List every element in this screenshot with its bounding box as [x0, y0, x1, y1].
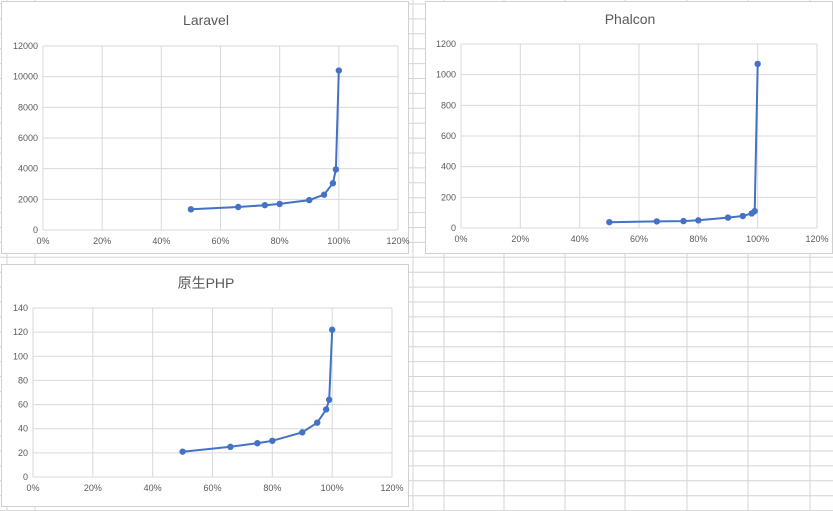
x-tick-label: 100%: [327, 236, 350, 246]
chart-native-php-plot: 原生PHP 0 20 40 60 80 100 120 140 0% 20% 40% 60% 80% 10…: [13, 275, 404, 493]
y-tick-label: 12000: [13, 41, 38, 51]
data-point[interactable]: [325, 396, 333, 403]
x-tick-label: 120%: [805, 234, 828, 244]
y-tick-label: 60: [18, 400, 28, 410]
data-point[interactable]: [187, 206, 195, 213]
y-tick-label: 800: [441, 100, 456, 110]
y-tick-label: 6000: [18, 133, 38, 143]
y-tick-label: 10000: [13, 72, 38, 82]
y-tick-label: 600: [441, 131, 456, 141]
x-tick-label: 80%: [689, 234, 707, 244]
series-line: [609, 63, 759, 224]
y-tick-label: 400: [441, 162, 456, 172]
data-point[interactable]: [751, 207, 758, 215]
data-point[interactable]: [695, 217, 702, 224]
data-point[interactable]: [261, 201, 269, 209]
x-tick-label: 60%: [211, 236, 229, 246]
data-point[interactable]: [179, 448, 186, 455]
y-tick-label: 40: [18, 424, 28, 434]
y-tick-label: 0: [451, 223, 456, 233]
chart-title: Phalcon: [605, 11, 656, 27]
chart-phalcon[interactable]: Phalcon 0 200 400 600 800 1000 1200 0% 20% 40% 60%…: [425, 1, 833, 254]
data-point[interactable]: [299, 429, 306, 436]
x-tick-label: 20%: [84, 483, 102, 493]
y-tick-label: 8000: [18, 102, 38, 112]
y-tick-label: 120: [13, 327, 28, 337]
chart-native-php[interactable]: 原生PHP 0 20 40 60 80 100 120 140 0% 20% 40% 60% 80% 10…: [1, 264, 409, 507]
data-point[interactable]: [606, 218, 613, 226]
chart-phalcon-plot: Phalcon 0 200 400 600 800 1000 1200 0% 20% 40% 60%…: [436, 11, 829, 244]
y-tick-label: 1200: [436, 39, 456, 49]
data-point[interactable]: [254, 440, 261, 447]
data-point[interactable]: [269, 437, 276, 444]
y-tick-label: 0: [23, 472, 28, 482]
x-tick-label: 60%: [630, 234, 648, 244]
data-point[interactable]: [754, 60, 761, 68]
x-tick-label: 40%: [152, 236, 170, 246]
data-point[interactable]: [329, 180, 337, 187]
x-tick-label: 80%: [271, 236, 289, 246]
y-tick-label: 140: [13, 303, 28, 313]
y-tick-label: 1000: [436, 70, 456, 80]
chart-title: Laravel: [183, 12, 229, 28]
data-point[interactable]: [332, 166, 340, 173]
data-point[interactable]: [314, 419, 321, 426]
chart-laravel-plot: Laravel 0 2000 4000 6000 8000 10000 12000 0% 20%…: [13, 12, 410, 246]
data-point[interactable]: [335, 67, 343, 74]
y-tick-label: 0: [33, 225, 38, 235]
x-tick-label: 120%: [380, 483, 403, 493]
data-point[interactable]: [276, 200, 283, 208]
x-tick-label: 0%: [454, 234, 467, 244]
x-tick-label: 20%: [511, 234, 529, 244]
x-tick-label: 120%: [386, 236, 409, 246]
x-tick-label: 40%: [144, 483, 162, 493]
x-tick-label: 100%: [746, 234, 769, 244]
data-point[interactable]: [322, 406, 330, 413]
y-tick-label: 20: [18, 448, 28, 458]
x-tick-label: 0%: [26, 483, 39, 493]
series-line: [190, 70, 340, 211]
x-tick-label: 60%: [203, 483, 221, 493]
y-tick-label: 100: [13, 351, 28, 361]
data-point[interactable]: [724, 214, 732, 221]
y-tick-label: 4000: [18, 164, 38, 174]
data-point[interactable]: [227, 443, 234, 451]
y-tick-label: 80: [18, 375, 28, 385]
x-tick-label: 100%: [321, 483, 344, 493]
data-point[interactable]: [306, 196, 313, 204]
series-line: [182, 329, 334, 453]
x-tick-label: 80%: [263, 483, 281, 493]
data-point[interactable]: [739, 212, 747, 220]
data-point[interactable]: [328, 326, 336, 333]
x-tick-label: 40%: [571, 234, 589, 244]
x-tick-label: 0%: [36, 236, 49, 246]
chart-title: 原生PHP: [178, 275, 235, 291]
data-point[interactable]: [653, 218, 660, 225]
x-tick-label: 20%: [93, 236, 111, 246]
data-point[interactable]: [320, 191, 328, 198]
data-point[interactable]: [680, 217, 687, 225]
y-tick-label: 2000: [18, 194, 38, 204]
y-tick-label: 200: [441, 192, 456, 202]
data-point[interactable]: [235, 203, 242, 211]
chart-laravel[interactable]: Laravel 0 2000 4000 6000 8000 10000 12000 0% 20%…: [1, 1, 410, 254]
